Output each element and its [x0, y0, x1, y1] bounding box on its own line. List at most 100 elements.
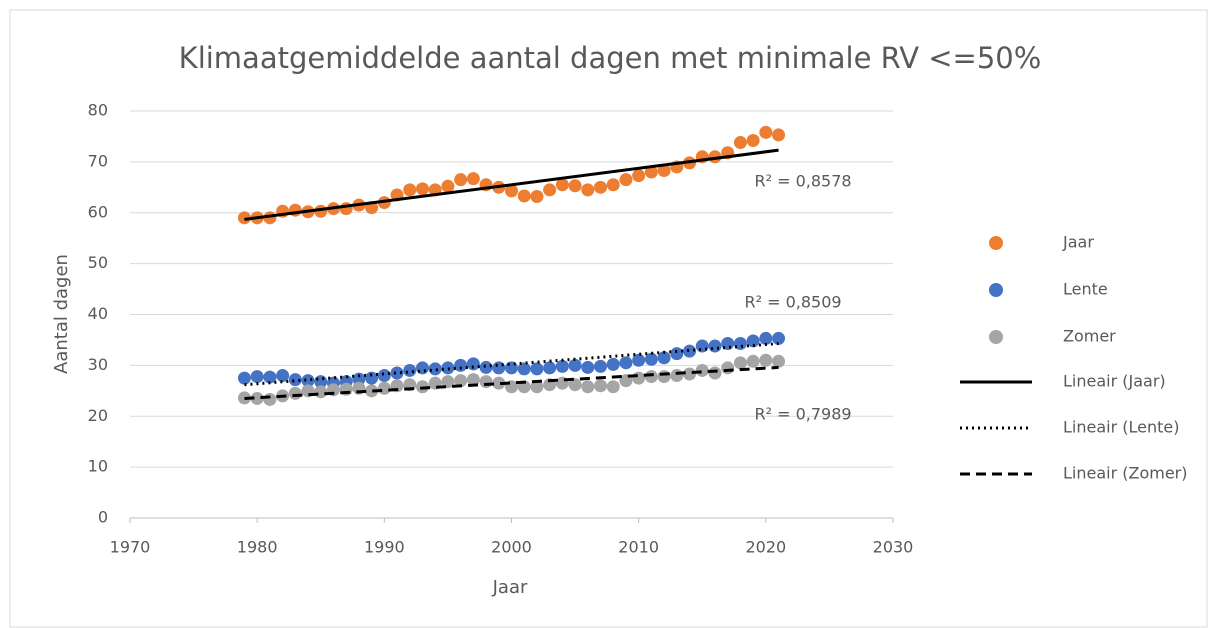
legend-label: Lente: [1063, 280, 1108, 299]
point: [530, 380, 544, 394]
chart-frame: [9, 9, 1208, 628]
point: [772, 331, 786, 345]
point: [619, 356, 633, 370]
x-tick-label: 1980: [237, 538, 278, 557]
point: [505, 184, 518, 198]
point: [390, 366, 404, 380]
point: [530, 189, 544, 203]
point: [568, 378, 582, 392]
point: [517, 362, 531, 376]
point: [644, 370, 658, 384]
point: [568, 179, 582, 193]
point: [288, 386, 302, 400]
point: [708, 366, 722, 380]
x-tick-label: 2030: [873, 538, 914, 557]
point: [683, 344, 697, 358]
legend-label: Zomer: [1063, 327, 1116, 346]
x-tick-label: 1970: [110, 538, 151, 557]
point: [530, 362, 544, 376]
point: [301, 374, 315, 388]
point: [670, 369, 684, 383]
x-tick-label: 2010: [618, 538, 659, 557]
legend-marker: [989, 283, 1003, 297]
y-tick-label: 20: [88, 406, 108, 425]
point: [632, 169, 646, 183]
point: [695, 363, 709, 377]
point: [403, 183, 417, 197]
point: [479, 375, 493, 389]
r-squared: R² = 0,8578: [754, 172, 851, 191]
y-tick-label: 50: [88, 253, 108, 272]
y-tick-label: 40: [88, 304, 108, 323]
x-tick-label: 2000: [491, 538, 532, 557]
point: [581, 360, 595, 374]
y-tick-label: 80: [88, 101, 108, 120]
point: [594, 359, 608, 373]
point: [759, 331, 773, 345]
point: [733, 136, 747, 150]
point: [492, 376, 506, 390]
x-tick-label: 2020: [745, 538, 786, 557]
point: [746, 354, 760, 368]
point: [415, 182, 429, 196]
point: [657, 351, 671, 365]
point: [632, 353, 646, 367]
point: [505, 361, 518, 375]
point: [288, 373, 302, 387]
point: [250, 391, 264, 405]
point: [746, 134, 760, 148]
legend-label: Lineair (Jaar): [1063, 372, 1166, 391]
point: [721, 361, 735, 375]
x-tick-label: 1990: [364, 538, 405, 557]
legend-label: Jaar: [1062, 233, 1094, 252]
point: [708, 339, 722, 353]
point: [543, 361, 557, 375]
point: [466, 357, 480, 371]
legend-label: Lineair (Zomer): [1063, 464, 1188, 483]
point: [454, 358, 468, 372]
point: [403, 363, 417, 377]
y-tick-label: 70: [88, 151, 108, 170]
point: [670, 347, 684, 361]
point: [555, 178, 569, 192]
point: [466, 373, 480, 387]
point: [377, 369, 391, 383]
point: [657, 164, 671, 178]
point: [657, 370, 671, 384]
point: [263, 392, 277, 406]
point: [314, 385, 328, 399]
point: [365, 384, 379, 398]
trend-line: [244, 365, 779, 400]
point: [454, 173, 468, 187]
point: [683, 367, 697, 381]
r-squared: R² = 0,7989: [754, 405, 851, 424]
point: [606, 380, 620, 394]
point: [377, 381, 391, 395]
point: [441, 179, 455, 193]
point: [581, 183, 595, 197]
point: [632, 371, 646, 385]
point: [733, 336, 747, 350]
point: [250, 370, 264, 384]
legend-label: Lineair (Lente): [1063, 418, 1179, 437]
chart-title: Klimaatgemiddelde aantal dagen met minim…: [179, 41, 1042, 75]
y-tick-label: 30: [88, 355, 108, 374]
point: [365, 371, 379, 385]
point: [619, 173, 633, 187]
r-squared: R² = 0,8509: [744, 293, 841, 312]
point: [352, 372, 366, 386]
point: [543, 183, 557, 197]
point: [733, 356, 747, 370]
point: [428, 362, 442, 376]
point: [644, 165, 658, 179]
point: [772, 354, 786, 368]
point: [466, 172, 480, 186]
point: [555, 359, 569, 373]
point: [263, 370, 277, 384]
y-tick-label: 0: [98, 508, 108, 527]
legend-marker: [989, 330, 1003, 344]
trend-line: [244, 148, 779, 221]
point: [759, 125, 773, 139]
point: [644, 352, 658, 366]
